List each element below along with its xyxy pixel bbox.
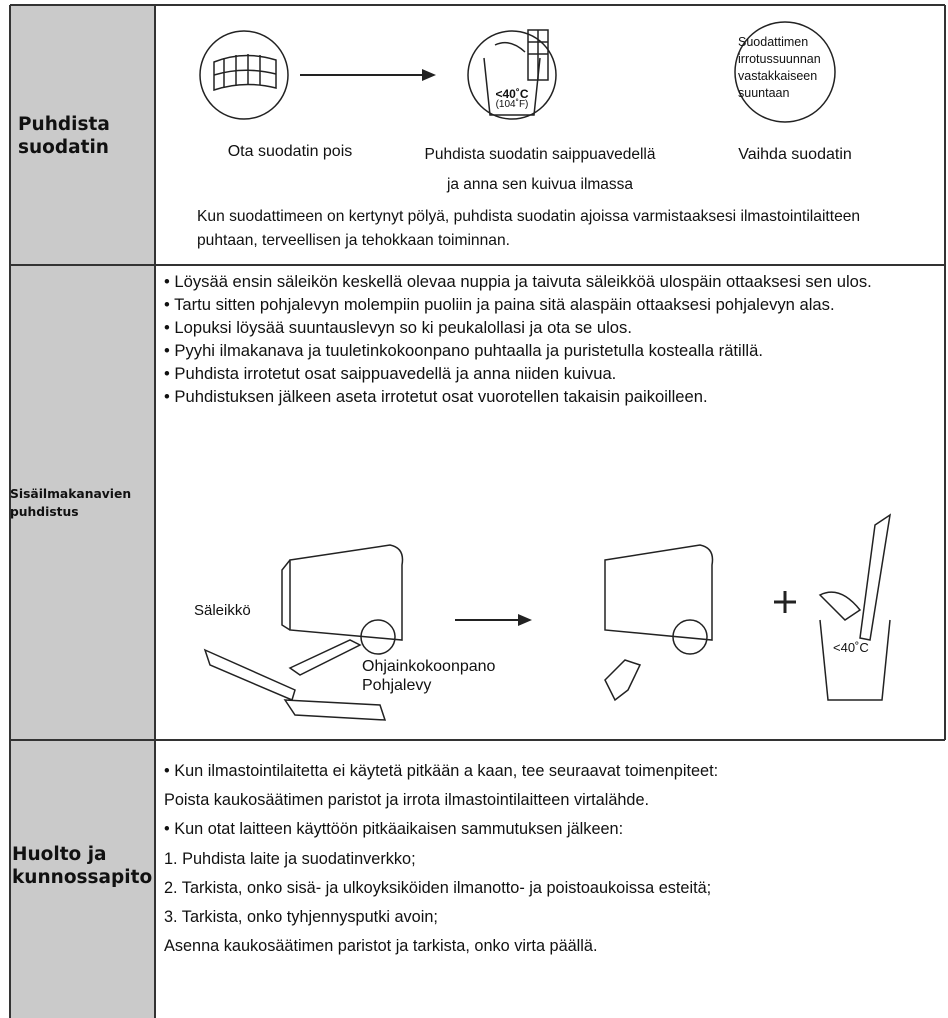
- filter-remove-icon: [199, 30, 289, 120]
- section-heading: Puhdista suodatin: [18, 113, 110, 158]
- temperature-f: (104˚F): [495, 99, 529, 110]
- table-borders: [9, 4, 946, 1018]
- unit-disassembly: [203, 513, 892, 721]
- wash-icon: [467, 29, 557, 120]
- step-note: Suodattimen irrotussuunnan vastakkaiseen…: [738, 35, 821, 100]
- part-label: Ohjainkokoonpano: [362, 658, 496, 675]
- list-item: • Löysää ensin säleikön keskellä olevaa …: [164, 272, 872, 291]
- text-line: 3. Tarkista, onko tyhjennysputki avoin;: [164, 908, 438, 927]
- section-text: Kun suodattimeen on kertynyt pölyä, puhd…: [197, 208, 861, 249]
- text-line: 2. Tarkista, onko sisä- ja ulkoyksiköide…: [164, 878, 712, 897]
- temperature: <40˚C: [833, 640, 869, 655]
- step-caption: Ota suodatin pois: [227, 143, 353, 160]
- section-heading: Sisäilmakanavien puhdistus: [10, 487, 132, 519]
- step-caption: Vaihda suodatin: [738, 146, 852, 163]
- list-item: • Tartu sitten pohjalevyn molempiin puol…: [164, 295, 835, 314]
- section-heading: Huolto ja kunnossapito: [12, 844, 153, 888]
- arrow: [300, 69, 436, 81]
- text-line: Asenna kaukosäätimen paristot ja tarkist…: [164, 937, 598, 956]
- text-line: 1. Puhdista laite ja suodatinverkko;: [164, 849, 416, 868]
- text-line: • Kun otat laitteen käyttöön pitkäaikais…: [164, 820, 624, 839]
- item-list: • Löysää ensin säleikön keskellä olevaa …: [164, 270, 944, 408]
- list-item: • Puhdista irrotetut osat saippuavedellä…: [164, 364, 617, 383]
- list-item: • Pyyhi ilmakanava ja tuuletinkokoonpano…: [164, 341, 763, 360]
- header-column: [10, 5, 155, 1018]
- text-line: • Kun ilmastointilaitetta ei käytetä pit…: [164, 762, 719, 780]
- temperature: <40˚C: [495, 87, 529, 101]
- part-label: Säleikkö: [194, 602, 251, 619]
- part-label: Pohjalevy: [362, 677, 432, 694]
- text-line: Poista kaukosäätimen paristot ja irrota …: [164, 791, 650, 810]
- list-item: • Lopuksi löysää suuntauslevyn so ki peu…: [164, 318, 632, 337]
- line-list: • Kun ilmastointilaitetta ei käytetä pit…: [164, 757, 944, 961]
- replace-icon: [734, 21, 836, 123]
- list-item: • Puhdistuksen jälkeen aseta irrotetut o…: [164, 387, 708, 406]
- step-caption: Puhdista suodatin saippuavedellä ja anna…: [424, 146, 656, 193]
